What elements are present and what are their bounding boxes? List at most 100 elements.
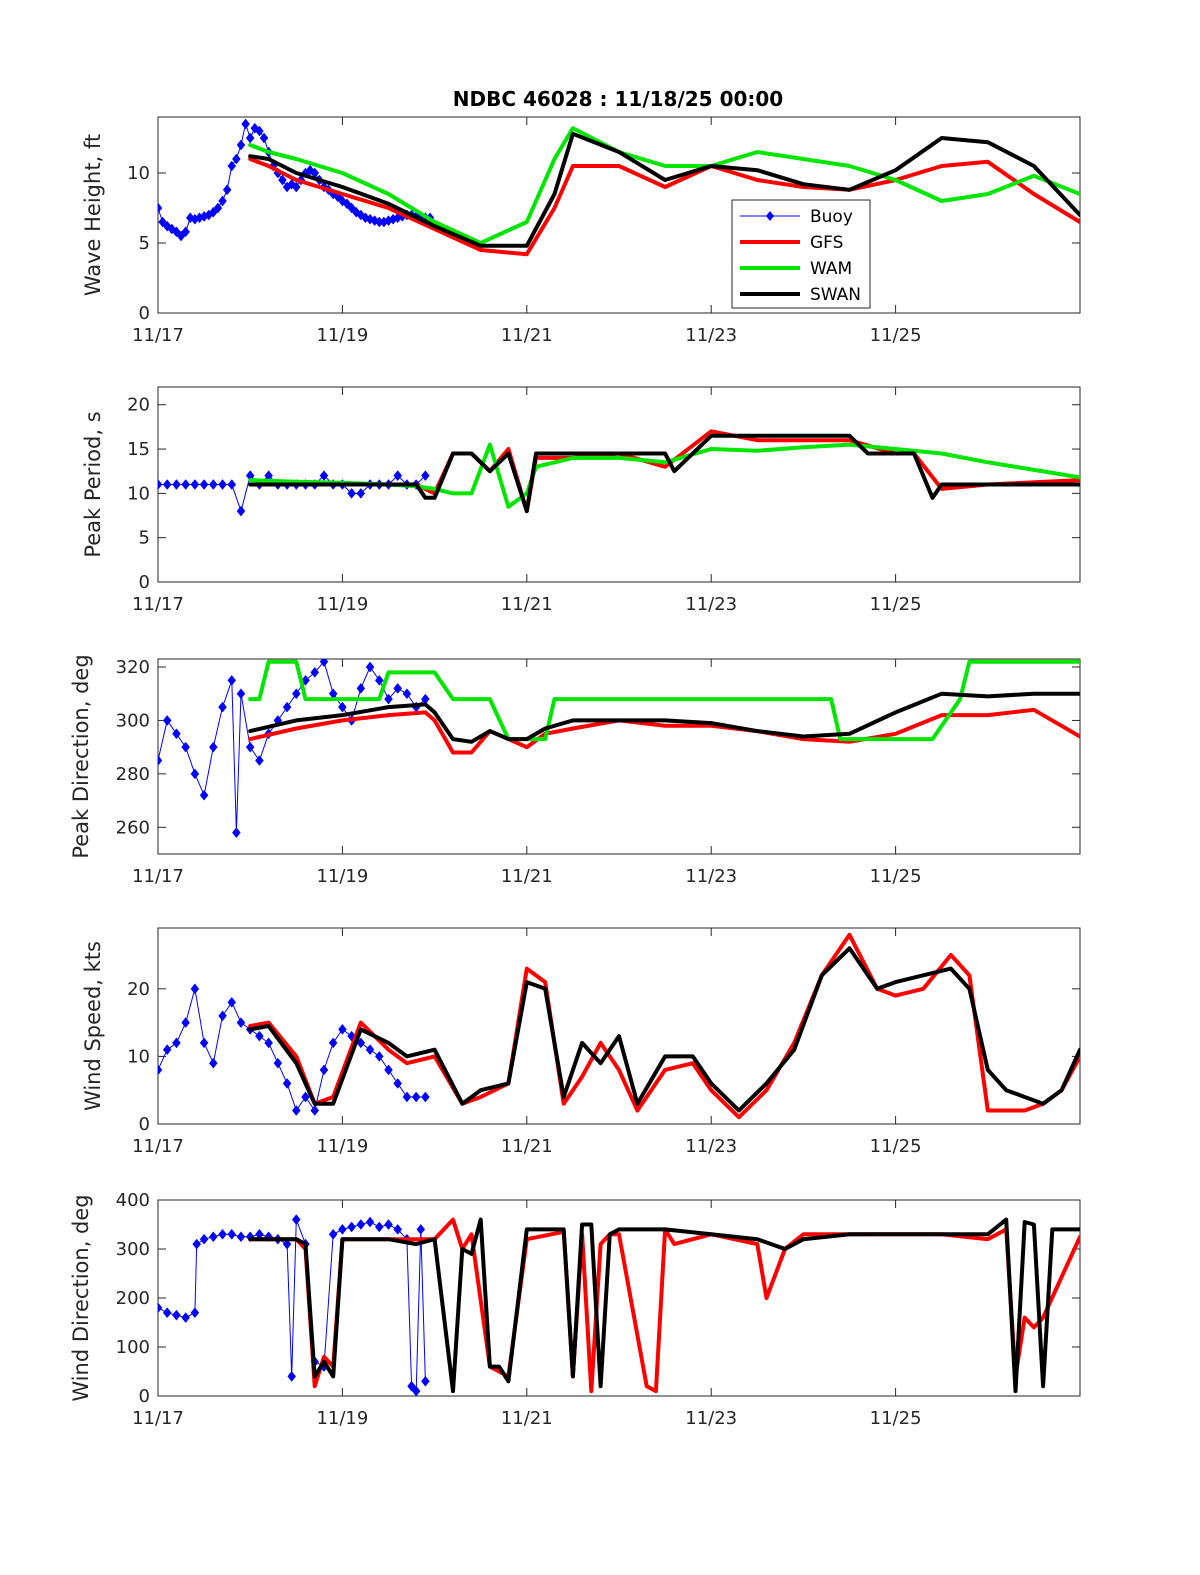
legend-label-buoy: Buoy	[810, 207, 853, 227]
buoy-point	[282, 1078, 292, 1089]
buoy-point	[287, 1370, 297, 1382]
series-swan-line	[248, 131, 1080, 248]
buoy-point	[291, 1214, 301, 1226]
buoy-point	[374, 674, 384, 686]
y-tick-label: 5	[139, 528, 150, 549]
buoy-point	[236, 688, 246, 700]
y-tick-label: 100	[116, 1337, 150, 1358]
panel-peak-period-s: 11/17 11/19 11/21 11/23 11/25 0 5 10 15 20 Peak Pe…	[81, 386, 1081, 615]
x-tick-label: 11/19	[316, 866, 368, 887]
x-tick-label: 11/25	[870, 1136, 922, 1157]
buoy-point	[222, 184, 232, 196]
buoy-point	[181, 1312, 190, 1324]
buoy-point	[232, 153, 241, 165]
y-tick-label: 20	[127, 979, 150, 1000]
buoy-point	[245, 132, 255, 144]
series-swan-line	[248, 691, 1080, 744]
buoy-point	[393, 1078, 403, 1089]
buoy-point	[291, 688, 301, 700]
y-tick-label: 300	[116, 710, 150, 731]
buoy-point	[291, 1105, 301, 1116]
buoy-point	[301, 1091, 310, 1103]
buoy-point	[347, 487, 356, 499]
buoy-point	[162, 1044, 172, 1056]
y-tick-label: 0	[139, 303, 150, 324]
buoy-point	[227, 1228, 237, 1240]
y-axis-label: Wind Direction, deg	[69, 1194, 93, 1401]
legend-marker-buoy	[766, 211, 774, 221]
axes-frame	[157, 927, 1081, 1125]
buoy-point	[181, 1017, 190, 1029]
y-tick-label: 0	[139, 1386, 150, 1407]
y-tick-label: 5	[139, 233, 150, 254]
buoy-point	[328, 1228, 338, 1240]
y-tick-label: 400	[116, 1190, 150, 1211]
buoy-point	[199, 1037, 209, 1049]
y-tick-label: 20	[127, 395, 150, 416]
buoy-point	[181, 226, 190, 238]
x-tick-label: 11/17	[132, 1408, 184, 1429]
panel-wind-direction-deg: 11/17 11/19 11/21 11/23 11/25 0 100 200 300 400 Wi…	[69, 1190, 1081, 1429]
buoy-point	[259, 132, 269, 144]
buoy-point	[310, 1105, 320, 1116]
buoy-point	[236, 1017, 246, 1029]
x-tick-label: 11/23	[685, 866, 737, 887]
buoy-point	[162, 715, 172, 726]
series-gfs-line	[248, 707, 1080, 755]
buoy-point	[282, 701, 292, 713]
buoy-point	[181, 479, 190, 490]
buoy-point	[310, 666, 320, 678]
buoy-point	[172, 1309, 181, 1321]
panel-wind-speed-kts: 11/17 11/19 11/21 11/23 11/25 0 10 20 Wind Speed…	[81, 927, 1081, 1157]
buoy-point	[411, 1091, 421, 1103]
buoy-point	[236, 1231, 246, 1243]
buoy-point	[208, 1057, 218, 1069]
x-tick-label: 11/19	[316, 1408, 368, 1429]
buoy-point	[421, 470, 430, 482]
x-tick-label: 11/21	[501, 866, 553, 887]
series-gfs-line	[248, 157, 1080, 257]
panel-peak-direction-deg: 11/17 11/19 11/21 11/23 11/25 260 280 300 320 Pea…	[69, 654, 1081, 887]
x-tick-label: 11/23	[685, 594, 737, 615]
axes-frame	[157, 658, 1081, 855]
buoy-point	[291, 181, 301, 193]
buoy-point	[347, 1221, 356, 1233]
x-tick-label: 11/19	[316, 594, 368, 615]
buoy-point	[232, 827, 241, 839]
buoy-point	[384, 1219, 393, 1230]
buoy-point	[421, 1091, 430, 1103]
y-tick-label: 300	[116, 1239, 150, 1260]
buoy-point	[208, 479, 218, 490]
buoy-point	[411, 1385, 421, 1396]
y-tick-label: 10	[127, 163, 150, 184]
series-swan-line	[248, 1217, 1080, 1394]
buoy-point	[273, 1057, 283, 1069]
buoy-point	[181, 741, 190, 753]
buoy-point	[393, 470, 403, 482]
buoy-point	[172, 479, 181, 490]
x-tick-label: 11/21	[501, 325, 553, 346]
y-tick-label: 280	[116, 764, 150, 785]
buoy-point	[199, 789, 209, 801]
buoy-point	[338, 1023, 347, 1035]
y-tick-label: 320	[116, 657, 150, 678]
buoy-point	[374, 1051, 384, 1062]
y-tick-label: 10	[127, 1046, 150, 1067]
y-tick-label: 0	[139, 1114, 150, 1135]
axes-frame	[157, 116, 1081, 314]
buoy-point	[241, 118, 250, 130]
buoy-point	[236, 139, 246, 151]
buoy-point	[227, 996, 237, 1008]
buoy-point	[374, 1221, 384, 1233]
buoy-point	[384, 1064, 393, 1076]
buoy-point	[158, 1064, 163, 1076]
legend: Buoy GFS WAM SWAN	[731, 199, 871, 309]
buoy-point	[282, 1238, 292, 1250]
x-tick-label: 11/25	[870, 866, 922, 887]
buoy-point	[213, 202, 223, 214]
buoy-point	[199, 1233, 209, 1245]
buoy-point	[190, 768, 200, 780]
buoy-point	[172, 728, 181, 740]
buoy-point	[227, 160, 237, 172]
